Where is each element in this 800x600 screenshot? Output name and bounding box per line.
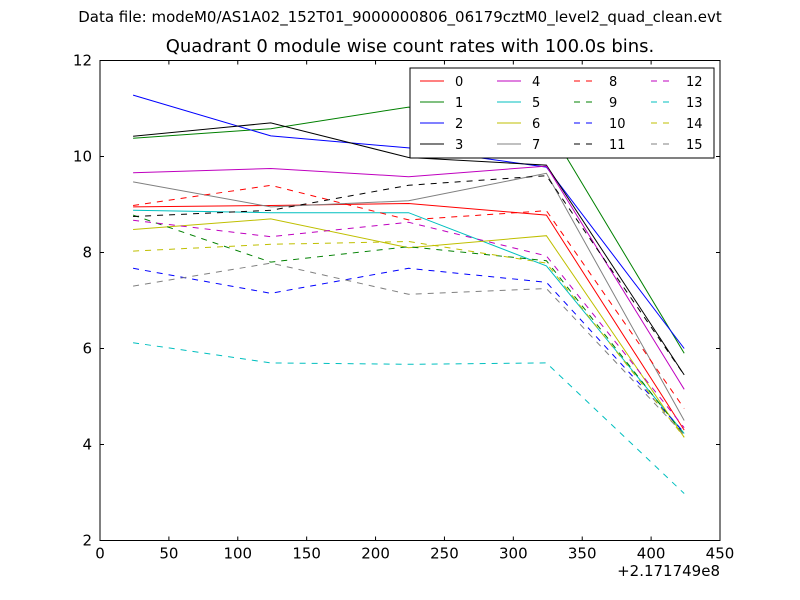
legend-box <box>409 67 715 159</box>
data-file-title: Data file: modeM0/AS1A02_152T01_90000008… <box>78 8 722 26</box>
x-offset-label: +2.171749e8 <box>617 562 720 580</box>
series-line-1 <box>133 106 685 354</box>
y-tick-label: 12 <box>73 52 92 70</box>
series-line-2 <box>132 94 685 349</box>
x-tick-label: 450 <box>706 545 735 563</box>
x-tick-label: 0 <box>95 545 105 563</box>
series-line-0 <box>133 202 685 431</box>
legend-label-10: 10 <box>609 117 626 132</box>
series-line-12 <box>133 219 685 429</box>
y-tick-label: 10 <box>73 148 92 166</box>
series-line-7 <box>133 172 685 421</box>
series-line-13 <box>133 342 685 494</box>
legend-label-12: 12 <box>686 75 703 90</box>
y-tick-label: 2 <box>82 532 92 550</box>
series-line-6 <box>133 218 685 438</box>
y-tick-label: 8 <box>82 244 92 262</box>
x-tick-label: 400 <box>637 545 666 563</box>
series-line-11 <box>133 175 685 376</box>
legend-label-1: 1 <box>455 96 463 111</box>
x-tick-label: 350 <box>568 545 597 563</box>
series-line-4 <box>133 165 685 390</box>
series-line-5 <box>133 209 685 434</box>
legend-label-3: 3 <box>455 138 463 153</box>
legend-label-6: 6 <box>532 117 540 132</box>
legend-label-7: 7 <box>532 138 540 153</box>
series-layer <box>132 94 685 494</box>
chart-title: Quadrant 0 module wise count rates with … <box>165 36 655 57</box>
legend-label-5: 5 <box>532 96 540 111</box>
series-line-9 <box>132 214 685 436</box>
x-tick-label: 300 <box>499 545 528 563</box>
legend-label-4: 4 <box>532 75 540 90</box>
x-tick-label: 100 <box>223 545 252 563</box>
legend-label-9: 9 <box>609 96 617 111</box>
legend-label-2: 2 <box>455 117 463 132</box>
x-tick-label: 50 <box>159 545 178 563</box>
series-line-10 <box>133 267 685 433</box>
x-tick-label: 200 <box>361 545 390 563</box>
legend-label-8: 8 <box>609 75 617 90</box>
legend-label-0: 0 <box>455 75 463 90</box>
x-tick-label: 150 <box>292 545 321 563</box>
series-line-15 <box>133 262 685 436</box>
y-tick-label: 6 <box>82 340 92 358</box>
x-tick-label: 250 <box>430 545 459 563</box>
legend-label-11: 11 <box>609 138 626 153</box>
legend-label-13: 13 <box>686 96 703 111</box>
series-line-8 <box>133 184 685 409</box>
legend-label-15: 15 <box>686 138 703 153</box>
series-line-14 <box>133 240 685 438</box>
series-line-3 <box>133 122 685 376</box>
legend-label-14: 14 <box>686 117 703 132</box>
y-tick-label: 4 <box>82 436 92 454</box>
axes-frame <box>99 60 721 541</box>
